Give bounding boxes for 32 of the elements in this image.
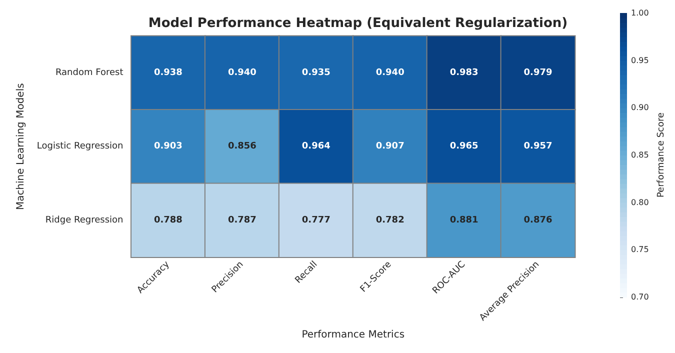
- y-tick-label: Ridge Regression: [45, 215, 124, 226]
- data-label: 0.964: [302, 142, 330, 152]
- color-bar-label: 0.90: [631, 103, 649, 112]
- data-label: 0.777: [302, 215, 330, 226]
- data-label: 0.788: [154, 215, 182, 226]
- color-bar-label: 0.85: [631, 150, 649, 160]
- y-axis-title: Machine Learning Models: [16, 83, 26, 210]
- data-label: 0.979: [524, 68, 552, 78]
- data-label: 0.938: [154, 68, 182, 78]
- data-label: 0.965: [450, 142, 478, 152]
- color-bar-label: 0.80: [631, 198, 649, 207]
- data-label: 0.903: [154, 142, 182, 152]
- color-bar-title: Performance Score: [656, 112, 666, 198]
- color-bar-label: 0.70: [631, 292, 649, 302]
- data-label: 0.957: [524, 142, 552, 152]
- data-label: 0.940: [376, 68, 404, 78]
- chart-title: Model Performance Heatmap (Equivalent Regularization): [148, 16, 568, 31]
- y-tick-label: Logistic Regression: [36, 142, 124, 152]
- data-label: 0.782: [376, 215, 404, 226]
- data-label: 0.876: [524, 215, 552, 226]
- data-label: 0.940: [228, 68, 256, 78]
- y-tick-label: Random Forest: [55, 68, 124, 78]
- data-label: 0.983: [450, 68, 478, 78]
- data-label: 0.881: [450, 215, 478, 226]
- color-bar-label: 0.95: [631, 56, 649, 65]
- color-bar-label: 0.75: [631, 245, 649, 254]
- x-axis-title: Performance Metrics: [302, 330, 405, 340]
- data-label: 0.935: [302, 68, 330, 78]
- data-label: 0.907: [376, 142, 404, 152]
- data-label: 0.787: [228, 215, 256, 226]
- data-label: 0.856: [228, 142, 256, 152]
- color-bar-label: 1.00: [631, 8, 649, 18]
